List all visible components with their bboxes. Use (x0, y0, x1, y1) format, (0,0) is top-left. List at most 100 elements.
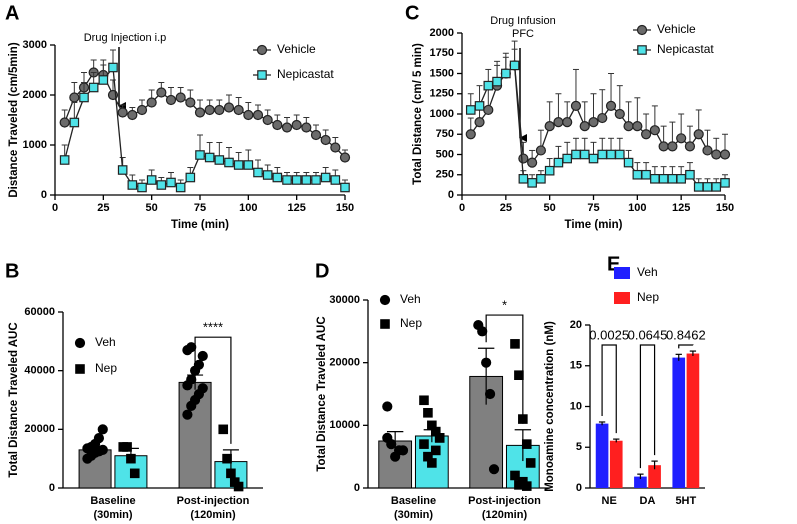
data-point (658, 141, 669, 152)
data-point (166, 177, 176, 188)
data-point (253, 167, 263, 178)
data-point (185, 172, 196, 183)
y-tick-label: 15 (570, 360, 582, 372)
data-point (527, 178, 537, 188)
data-point (605, 100, 617, 112)
data-point (720, 178, 730, 188)
data-point (186, 374, 197, 385)
y-tick-label: 1500 (430, 67, 454, 79)
x-axis-label: Time (min) (565, 219, 623, 231)
data-point (88, 82, 99, 93)
category-label: 5HT (675, 495, 696, 507)
data-point (693, 182, 704, 192)
data-point (676, 174, 686, 184)
data-point (175, 92, 186, 103)
y-tick-label: 20000 (329, 357, 360, 369)
data-point (514, 370, 524, 380)
data-point (702, 145, 713, 156)
data-point (544, 165, 555, 176)
data-point (465, 105, 476, 115)
legend-marker (380, 319, 390, 329)
data-point (214, 155, 225, 165)
data-point (117, 165, 128, 175)
data-point (98, 75, 109, 85)
legend-label: Nepicastat (657, 42, 714, 56)
x-tick-label: 0 (52, 202, 58, 214)
data-point (272, 172, 283, 183)
data-point (632, 121, 643, 132)
data-point (262, 170, 273, 180)
bar (609, 440, 623, 488)
y-tick-label: 2000 (23, 89, 47, 101)
x-tick-label: 75 (194, 202, 206, 214)
y-axis-label: Monoamine concentration (nM) (544, 321, 556, 492)
x-tick-label: 0 (459, 202, 465, 214)
data-point (588, 116, 599, 128)
data-point (214, 104, 225, 116)
y-tick-label: 60000 (24, 306, 55, 318)
x-tick-label: 125 (287, 202, 305, 214)
data-point (474, 116, 485, 128)
legend-label: Nep (637, 290, 659, 304)
panel-letter: B (5, 260, 19, 282)
data-point (521, 439, 532, 449)
panel-letter: A (5, 2, 19, 24)
bar (595, 423, 609, 488)
series-line (64, 71, 346, 158)
y-tick-label: 20000 (24, 423, 55, 435)
data-point (527, 157, 538, 168)
x-tick-label: 125 (672, 202, 690, 214)
data-point (382, 401, 393, 412)
data-point (330, 175, 341, 185)
data-point (108, 62, 118, 73)
significance-label: **** (203, 320, 223, 335)
data-point (194, 107, 206, 118)
data-point (137, 182, 147, 193)
data-point (320, 134, 331, 146)
data-point (676, 133, 687, 144)
data-point (510, 470, 520, 481)
y-tick-label: 500 (436, 148, 454, 160)
legend-marker (636, 24, 648, 36)
significance-bracket (485, 314, 524, 424)
y-axis-label: Distance Traveled (cm/5min) (8, 42, 20, 197)
legend-marker (637, 45, 647, 55)
data-point (69, 117, 80, 128)
y-tick-label: 1000 (23, 139, 47, 151)
data-point (419, 395, 429, 406)
y-tick-label: 750 (436, 128, 454, 140)
data-point (658, 174, 669, 184)
data-point (562, 153, 572, 164)
data-point (156, 87, 167, 98)
data-point (243, 109, 254, 121)
data-point (623, 121, 634, 132)
data-point (481, 357, 492, 368)
data-point (185, 97, 196, 108)
y-tick-label: 250 (436, 169, 454, 181)
data-point (291, 175, 302, 185)
data-point (553, 116, 564, 128)
data-point (233, 481, 244, 492)
data-point (649, 125, 660, 136)
data-point (588, 153, 599, 164)
data-point (501, 68, 511, 79)
data-point (330, 142, 341, 153)
y-axis-label: Total Distance Traveled AUC (316, 316, 328, 471)
data-point (195, 150, 205, 160)
data-point (397, 445, 409, 456)
data-point (684, 141, 696, 152)
data-point (597, 112, 608, 124)
data-point (553, 157, 564, 168)
data-point (518, 153, 529, 164)
data-point (233, 160, 244, 170)
data-point (579, 121, 590, 132)
data-point (667, 141, 678, 152)
data-point (535, 145, 547, 156)
panel-letter: C (405, 2, 419, 24)
data-point (419, 439, 429, 449)
data-point (570, 100, 582, 112)
data-point (484, 388, 496, 400)
legend-label: Vehicle (277, 42, 316, 56)
category-label: NE (602, 495, 617, 507)
